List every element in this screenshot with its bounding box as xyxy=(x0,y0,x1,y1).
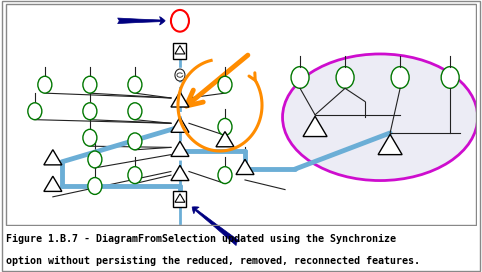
Circle shape xyxy=(171,10,189,32)
Polygon shape xyxy=(236,159,254,175)
Polygon shape xyxy=(171,165,189,181)
Circle shape xyxy=(128,133,142,150)
Polygon shape xyxy=(44,150,62,165)
Circle shape xyxy=(175,69,185,81)
Polygon shape xyxy=(171,117,189,132)
Circle shape xyxy=(128,76,142,93)
Circle shape xyxy=(88,151,102,168)
Circle shape xyxy=(128,167,142,184)
Text: Figure 1.B.7 - DiagramFromSelection updated using the Synchronize: Figure 1.B.7 - DiagramFromSelection upda… xyxy=(6,234,396,244)
Polygon shape xyxy=(175,194,185,202)
Circle shape xyxy=(218,76,232,93)
Circle shape xyxy=(38,76,52,93)
Circle shape xyxy=(83,103,97,120)
Circle shape xyxy=(83,76,97,93)
Circle shape xyxy=(391,67,409,88)
Circle shape xyxy=(291,67,309,88)
Bar xyxy=(174,43,187,59)
Polygon shape xyxy=(303,116,327,137)
Circle shape xyxy=(336,67,354,88)
Polygon shape xyxy=(216,132,234,147)
Circle shape xyxy=(218,167,232,184)
Circle shape xyxy=(441,67,459,88)
Polygon shape xyxy=(171,141,189,156)
Polygon shape xyxy=(44,176,62,191)
Polygon shape xyxy=(175,45,185,54)
Polygon shape xyxy=(171,92,189,107)
Circle shape xyxy=(83,129,97,146)
Text: option without persisting the reduced, removed, reconnected features.: option without persisting the reduced, r… xyxy=(6,256,420,266)
Circle shape xyxy=(88,178,102,194)
Circle shape xyxy=(28,103,42,120)
Circle shape xyxy=(128,103,142,120)
Ellipse shape xyxy=(282,54,478,181)
Circle shape xyxy=(218,119,232,135)
Polygon shape xyxy=(378,134,402,154)
Bar xyxy=(174,191,187,207)
